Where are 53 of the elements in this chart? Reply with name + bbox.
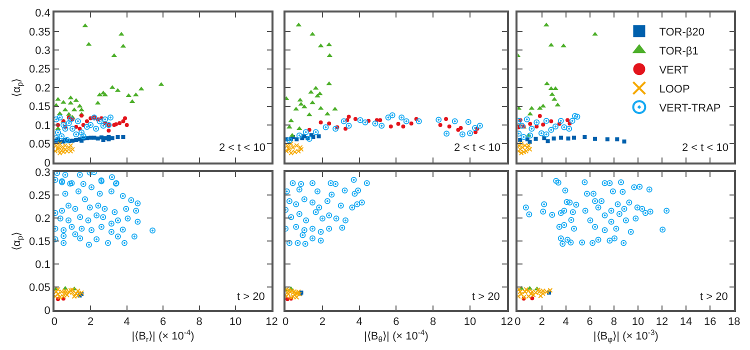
y-tick-label: 0.4 [35, 8, 50, 20]
y-tick-label: 0 [44, 305, 50, 318]
y-tick-label: 0.35 [29, 26, 50, 38]
y-tick-label: 0.1 [35, 120, 50, 132]
y-tick-label: 0.2 [35, 82, 50, 94]
x-tick-label: 10 [632, 316, 644, 328]
x-tick-label: 4 [124, 316, 130, 328]
x-tick-label: 12 [500, 316, 514, 328]
x-tick-label: 4 [356, 316, 362, 328]
y-tick-label: 0.05 [29, 138, 50, 151]
x-axis-title: |⟨B$_{θ}$⟩| (× 10$^{-4}$) [364, 328, 428, 344]
y-tick-label: 0 [44, 157, 50, 170]
x-axis-title: |⟨B$_{r}$⟩| (× 10$^{-4}$) [132, 328, 194, 344]
y-tick-label: 0.15 [29, 101, 50, 114]
legend-label: TOR-β1 [659, 45, 698, 58]
annotation: t > 20 [472, 291, 500, 303]
x-tick-label: 2 [538, 316, 545, 328]
y-tick-label: 0.05 [29, 282, 50, 294]
x-tick-label: 8 [610, 316, 617, 328]
y-tick-label: 0.15 [29, 236, 50, 248]
x-tick-label: 10 [229, 316, 242, 328]
x-tick-label: 6 [393, 316, 400, 328]
annotation: t > 20 [700, 291, 728, 303]
annotation: 2 < t < 10 [682, 142, 728, 154]
x-tick-label: 2 [88, 316, 94, 328]
legend-label: VERT-TRAP [659, 102, 721, 114]
x-tick-label: 8 [430, 316, 436, 328]
x-tick-label: 0 [514, 316, 521, 328]
x-tick-label: 6 [586, 316, 593, 328]
y-tick-label: 0.25 [29, 190, 50, 202]
y-tick-label: 0.3 [35, 166, 50, 179]
x-tick-label: 18 [728, 316, 740, 328]
y-tick-label: 0.1 [35, 258, 50, 271]
x-tick-label: 14 [680, 316, 692, 328]
x-tick-label: 10 [464, 316, 476, 328]
annotation: 2 < t < 10 [454, 142, 500, 154]
legend-label: VERT [659, 64, 689, 76]
annotation: t > 20 [237, 291, 265, 303]
x-tick-label: 12 [656, 316, 668, 328]
annotation: 2 < t < 10 [219, 142, 266, 154]
y-tick-label: 0.2 [35, 212, 50, 225]
x-tick-label: 4 [562, 316, 569, 328]
x-tick-label: 6 [160, 316, 166, 328]
x-tick-label: 8 [196, 316, 202, 328]
x-axis-title: |⟨B$_{φ}$⟩| (× 10$^{-3}$) [593, 328, 658, 344]
x-tick-label: 2 [319, 316, 326, 328]
x-tick-label: 0 [282, 316, 289, 328]
x-tick-label: 16 [704, 316, 716, 328]
y-tick-label: 0.3 [35, 44, 50, 57]
legend-label: LOOP [659, 83, 690, 96]
y-tick-label: 0.25 [29, 64, 50, 76]
legend-label: TOR-β20 [659, 26, 704, 38]
x-tick-label: 12 [266, 316, 278, 328]
